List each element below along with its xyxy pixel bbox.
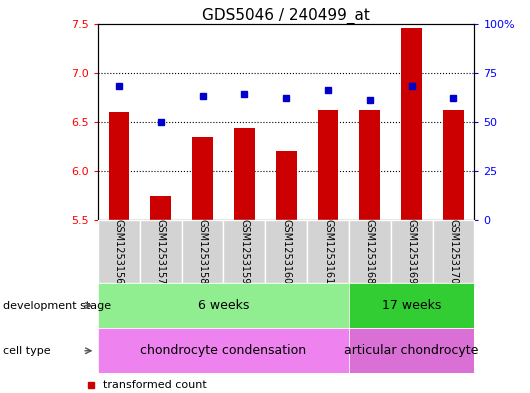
FancyBboxPatch shape (98, 220, 140, 283)
Bar (151, 196, 171, 220)
Text: GSM1253157: GSM1253157 (156, 219, 166, 284)
FancyBboxPatch shape (224, 220, 266, 283)
FancyBboxPatch shape (98, 328, 349, 373)
FancyBboxPatch shape (140, 220, 182, 283)
Text: development stage: development stage (3, 301, 111, 310)
Text: GSM1253168: GSM1253168 (365, 219, 375, 284)
Bar (359, 110, 380, 220)
Text: cell type: cell type (3, 346, 50, 356)
Text: GSM1253159: GSM1253159 (240, 219, 250, 284)
FancyBboxPatch shape (182, 220, 224, 283)
Bar (443, 110, 464, 220)
FancyBboxPatch shape (349, 328, 474, 373)
Title: GDS5046 / 240499_at: GDS5046 / 240499_at (202, 7, 370, 24)
FancyBboxPatch shape (98, 283, 349, 328)
Bar (317, 110, 339, 220)
Bar (192, 137, 213, 220)
FancyBboxPatch shape (349, 283, 474, 328)
Bar (234, 128, 255, 220)
FancyBboxPatch shape (432, 220, 474, 283)
Bar (401, 29, 422, 220)
Text: articular chondrocyte: articular chondrocyte (344, 344, 479, 357)
FancyBboxPatch shape (266, 220, 307, 283)
Text: GSM1253160: GSM1253160 (281, 219, 291, 284)
Text: chondrocyte condensation: chondrocyte condensation (140, 344, 306, 357)
FancyBboxPatch shape (307, 220, 349, 283)
Bar (109, 112, 129, 220)
Text: 6 weeks: 6 weeks (198, 299, 249, 312)
Text: 17 weeks: 17 weeks (382, 299, 441, 312)
Text: GSM1253170: GSM1253170 (448, 219, 458, 284)
FancyBboxPatch shape (349, 220, 391, 283)
Text: GSM1253156: GSM1253156 (114, 219, 124, 284)
FancyBboxPatch shape (391, 220, 432, 283)
Text: GSM1253161: GSM1253161 (323, 219, 333, 284)
Text: GSM1253169: GSM1253169 (407, 219, 417, 284)
Text: transformed count: transformed count (103, 380, 207, 390)
Text: GSM1253158: GSM1253158 (198, 219, 208, 284)
Bar (276, 151, 297, 220)
